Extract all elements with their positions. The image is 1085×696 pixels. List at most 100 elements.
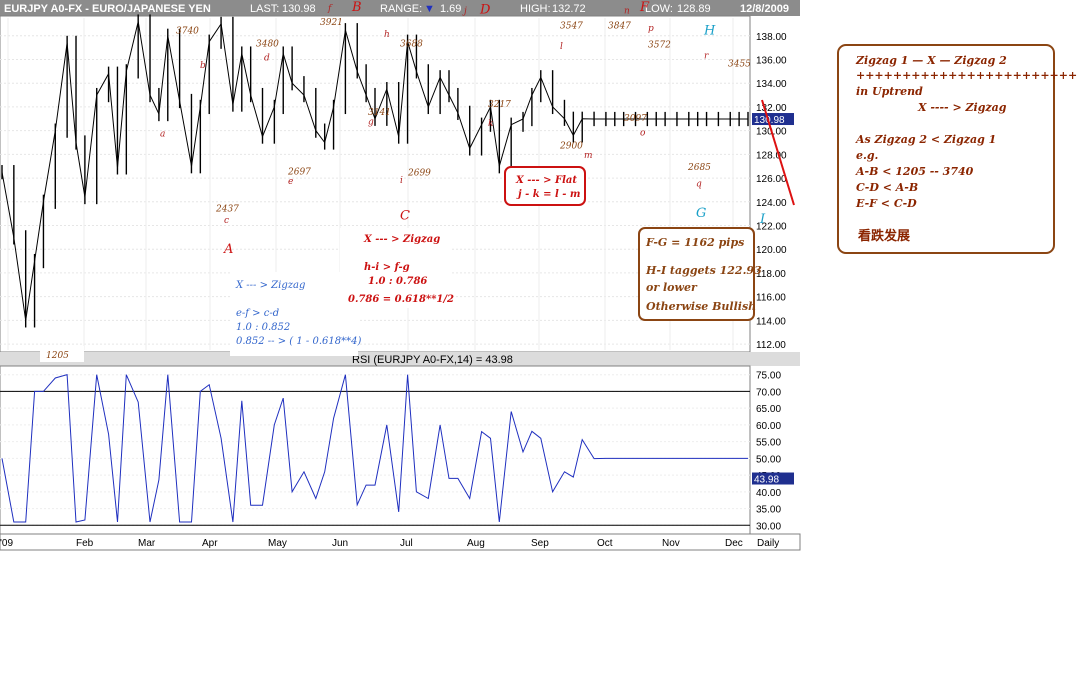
wave-label-13: h xyxy=(384,30,390,40)
left-annotation-line-2: e-f > c-d xyxy=(236,308,279,319)
wave-label-21: D xyxy=(479,2,491,17)
x-tick-11: Dec xyxy=(725,538,743,549)
wave-label-41: 3455 xyxy=(728,60,751,70)
x-tick-5: Jun xyxy=(332,538,348,549)
x-tick-3: Apr xyxy=(202,538,218,549)
x-tick-4: May xyxy=(268,538,287,549)
wave-label-6: 3480 xyxy=(256,39,279,49)
side-note-line-1: Zigzag 1 — X — Zigzag 2 xyxy=(855,54,1007,67)
price-y-tick: 138.00 xyxy=(756,32,787,43)
wave-label-1: b xyxy=(200,61,206,71)
rsi-y-tick: 65.00 xyxy=(756,404,781,415)
wave-label-42: I xyxy=(759,212,766,227)
left-annotation-bg xyxy=(230,272,358,356)
price-y-tick: 122.00 xyxy=(756,222,787,233)
fg-annotation-line-1: F-G = 1162 pips xyxy=(645,236,744,249)
price-series xyxy=(1,14,749,328)
left-annotation-line-4: 0.852 -- > ( 1 - 0.618**4) xyxy=(236,336,361,347)
price-y-tick: 132.00 xyxy=(756,103,787,114)
wave-label-23: l xyxy=(560,42,563,52)
wave-label-27: n xyxy=(624,6,630,16)
price-grid xyxy=(0,18,750,350)
x-axis: '09 Feb Mar Apr May Jun Jul Aug Sep Oct Nov Dec Dail… xyxy=(0,538,779,549)
x-tick-10: Nov xyxy=(662,538,680,549)
rsi-y-tick: 50.00 xyxy=(756,454,781,465)
mid-annotation-line-3: 1.0 : 0.786 xyxy=(368,276,427,287)
side-note-line-9: E-F < C-D xyxy=(855,197,917,210)
x-tick-0: '09 xyxy=(0,538,13,549)
side-note-line-7: A-B < 1205 -- 3740 xyxy=(855,165,974,178)
wave-label-29: p xyxy=(648,24,654,34)
header-high-label: HIGH: xyxy=(520,3,551,15)
header-high-value: 132.72 xyxy=(552,3,586,15)
wave-label-40: r xyxy=(704,51,709,61)
x-tick-9: Oct xyxy=(597,538,613,549)
rsi-y-tick: 35.00 xyxy=(756,505,781,516)
rsi-last-label: 43.98 xyxy=(754,475,779,486)
side-note-line-6: e.g. xyxy=(856,149,879,162)
wave-label-7: d xyxy=(264,54,270,64)
price-y-tick: 112.00 xyxy=(756,340,786,351)
header-range-value: 1.69 xyxy=(440,3,461,15)
price-y-axis: 112.00 114.00 116.00 118.00 120.00 122.00 124.… xyxy=(752,32,794,351)
price-y-tick: 128.00 xyxy=(756,150,787,161)
x-axis-bar xyxy=(0,533,801,551)
header-date: 12/8/2009 xyxy=(740,3,789,15)
wave-label-5: A xyxy=(223,242,233,257)
wave-label-38: G xyxy=(696,206,706,221)
wave-label-0: 3740 xyxy=(176,26,199,36)
wave-label-25: k xyxy=(488,119,493,129)
header-low-label: LOW: xyxy=(645,3,673,15)
x-tick-12: Daily xyxy=(757,538,779,549)
wave-label-35: o xyxy=(640,128,646,138)
side-note: Zigzag 1 — X — Zigzag 2 ++++++++++++++++… xyxy=(837,44,1077,254)
wave-label-15: 3141 xyxy=(368,108,391,118)
wave-label-4: 2437 xyxy=(215,204,239,214)
fg-annotation-box xyxy=(638,227,755,321)
wave-label-16: g xyxy=(368,118,374,128)
forecast-arrow xyxy=(761,99,795,206)
wave-label-11: f xyxy=(327,4,333,14)
wave-label-8: 2697 xyxy=(287,168,311,178)
flat-annotation-line-2: j - k = l - m xyxy=(516,189,581,200)
price-line xyxy=(1,21,748,321)
wave-label-32: m xyxy=(584,151,593,161)
mid-annotation-bg xyxy=(340,228,450,308)
wave-label-12: B xyxy=(351,0,362,15)
rsi-y-tick: 60.00 xyxy=(756,421,781,432)
mid-annotation: X --- > Zigzag h-i > f-g 1.0 : 0.786 0.7… xyxy=(340,228,454,308)
side-note-cjk: 看跌发展 xyxy=(858,228,911,244)
rsi-grid xyxy=(0,374,750,526)
flat-annotation-box xyxy=(504,166,586,206)
price-y-tick: 124.00 xyxy=(756,198,787,209)
flat-annotation-line-1: X --- > Flat xyxy=(515,175,577,186)
wave-label-18: i xyxy=(400,176,403,186)
rsi-title: RSI (EURJPY A0-FX,14) = 43.98 xyxy=(352,354,513,366)
x-tick-2: Mar xyxy=(138,538,156,549)
wave-label-30: 3572 xyxy=(648,41,671,51)
left-annotation: X --- > Zigzag e-f > c-d 1.0 : 0.852 0.8… xyxy=(230,272,361,356)
x-tick-8: Sep xyxy=(531,538,549,549)
price-y-tick: 116.00 xyxy=(756,293,786,304)
side-note-line-4: X ---- > Zigzag xyxy=(917,101,1007,114)
wave-label-2: a xyxy=(160,130,165,140)
wave-label-14: 3688 xyxy=(400,39,423,49)
rsi-series xyxy=(1,374,748,523)
wave-label-19: C xyxy=(400,209,410,224)
mid-annotation-line-4: 0.786 = 0.618**1/2 xyxy=(348,294,454,305)
rsi-last-tag xyxy=(752,472,794,485)
side-note-line-8: C-D < A-B xyxy=(856,181,918,194)
left-annotation-line-3: 1.0 : 0.852 xyxy=(236,322,290,333)
wave-label-20: j xyxy=(462,6,467,16)
header-last-label: LAST: xyxy=(250,3,279,15)
flat-annotation: X --- > Flat j - k = l - m xyxy=(504,166,586,206)
wave-label-9: e xyxy=(288,177,293,187)
x-tick-6: Jul xyxy=(400,538,413,549)
low-label: 1205 xyxy=(46,351,69,361)
price-y-tick: 134.00 xyxy=(756,79,787,90)
wave-label-37: q xyxy=(696,179,702,189)
rsi-y-tick: 40.00 xyxy=(756,488,781,499)
rsi-y-tick: 75.00 xyxy=(756,371,781,382)
rsi-y-tick: 55.00 xyxy=(756,438,781,449)
